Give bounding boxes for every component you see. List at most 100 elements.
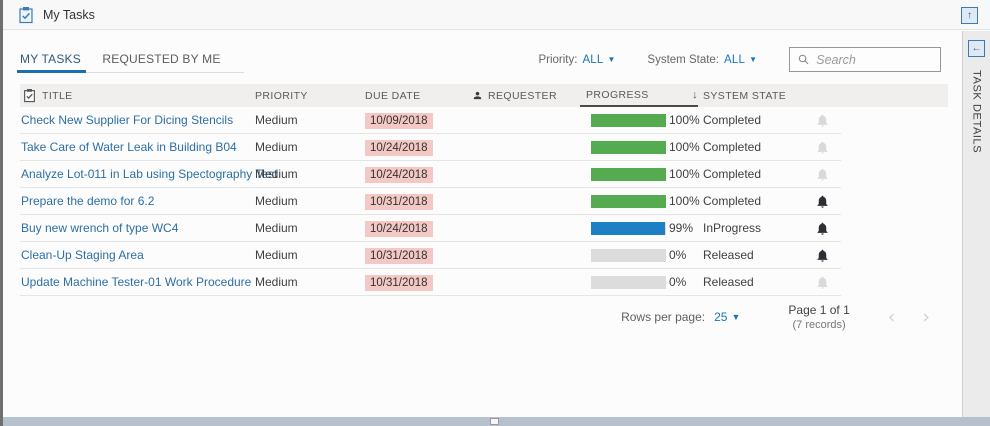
progress-percent: 100% [669, 167, 700, 181]
system-state: Completed [703, 113, 762, 127]
task-priority: Medium [255, 167, 298, 181]
notification-bell-icon[interactable] [815, 113, 830, 128]
table-row[interactable]: Clean-Up Staging Area Medium 10/31/2018 … [20, 242, 841, 269]
system-state: InProgress [703, 221, 762, 235]
table-row[interactable]: Take Care of Water Leak in Building B04 … [20, 134, 841, 161]
notification-bell-icon[interactable] [815, 248, 830, 263]
tab-my-tasks[interactable]: MY TASKS [17, 52, 86, 73]
task-due-date: 10/24/2018 [365, 140, 433, 156]
search-icon [798, 54, 809, 65]
collapse-header-icon[interactable]: ↑ [961, 7, 978, 24]
search-box[interactable] [789, 47, 941, 72]
notification-bell-icon[interactable] [815, 167, 830, 182]
tab-requested-by-me[interactable]: REQUESTED BY ME [102, 52, 221, 66]
task-due-date: 10/24/2018 [365, 221, 433, 237]
system-state: Released [703, 248, 754, 262]
system-state: Completed [703, 140, 762, 154]
column-header-system-state[interactable]: SYSTEM STATE [703, 89, 787, 102]
table-row[interactable]: Update Machine Tester-01 Work Procedure … [20, 269, 841, 296]
task-title-link[interactable]: Take Care of Water Leak in Building B04 [21, 140, 237, 154]
due-date-chip: 10/09/2018 [365, 113, 433, 129]
progress-bar-fill [591, 222, 666, 235]
search-input[interactable] [816, 52, 932, 67]
progress-bar [591, 195, 666, 208]
window-edge [0, 0, 3, 426]
table-header: TITLE PRIORITY DUE DATE REQUESTER PROGRE… [20, 84, 948, 107]
system-state-filter-label: System State: [647, 53, 720, 66]
sort-descending-icon: ↓ [692, 88, 698, 101]
rows-per-page-value: 25 [714, 310, 728, 324]
column-header-due-date[interactable]: DUE DATE [365, 89, 421, 102]
priority-filter-value: ALL [582, 53, 604, 66]
pagination-bar: Rows per page: 25 ▼ Page 1 of 1 (7 recor… [621, 303, 930, 331]
table-row[interactable]: Analyze Lot-011 in Lab using Spectograph… [20, 161, 841, 188]
due-date-chip: 10/31/2018 [365, 194, 433, 210]
rows-per-page-select[interactable]: Rows per page: 25 ▼ [621, 310, 740, 324]
task-title-link[interactable]: Analyze Lot-011 in Lab using Spectograph… [21, 167, 278, 181]
column-header-title[interactable]: TITLE [23, 84, 73, 107]
chevron-down-icon: ▼ [731, 312, 741, 322]
task-title-link[interactable]: Prepare the demo for 6.2 [21, 194, 155, 208]
task-title-link[interactable]: Clean-Up Staging Area [21, 248, 144, 262]
progress-bar-fill [591, 195, 666, 208]
column-header-priority[interactable]: PRIORITY [255, 89, 308, 102]
scrollbar-thumb[interactable] [490, 418, 499, 425]
due-date-chip: 10/31/2018 [365, 248, 433, 264]
horizontal-scrollbar[interactable] [3, 417, 990, 426]
app-header: My Tasks ↑ [3, 0, 990, 30]
system-state: Released [703, 275, 754, 289]
task-due-date: 10/09/2018 [365, 113, 433, 129]
previous-page-icon[interactable]: ‹ [887, 305, 896, 328]
task-priority: Medium [255, 248, 298, 262]
task-priority: Medium [255, 194, 298, 208]
system-state-filter[interactable]: System State: ALL ▼ [647, 54, 757, 66]
progress-bar [591, 168, 666, 181]
notification-bell-icon[interactable] [815, 275, 830, 290]
page-info: Page 1 of 1 (7 records) [788, 303, 849, 331]
due-date-chip: 10/24/2018 [365, 140, 433, 156]
notification-bell-icon[interactable] [815, 140, 830, 155]
progress-percent: 0% [669, 248, 687, 262]
system-state-filter-value: ALL [724, 53, 746, 66]
my-tasks-clipboard-icon [18, 6, 34, 29]
progress-percent: 100% [669, 140, 700, 154]
task-title-link[interactable]: Update Machine Tester-01 Work Procedure [21, 275, 252, 289]
due-date-chip: 10/31/2018 [365, 275, 433, 291]
column-header-requester[interactable]: REQUESTER [472, 84, 557, 107]
page-title: My Tasks [43, 8, 95, 22]
page-label: Page 1 of 1 [788, 303, 850, 317]
progress-bar [591, 249, 666, 262]
task-details-panel-title: TASK DETAILS [970, 70, 983, 154]
progress-bar [591, 114, 666, 127]
pager-arrows: ‹ › [887, 305, 930, 328]
progress-percent: 99% [669, 221, 694, 235]
main-content: MY TASKS REQUESTED BY ME Priority: ALL ▼… [3, 31, 962, 417]
column-header-progress[interactable]: PROGRESS ↓ [580, 84, 698, 107]
progress-bar [591, 222, 666, 235]
task-title-link[interactable]: Check New Supplier For Dicing Stencils [21, 113, 234, 127]
chevron-down-icon: ▼ [607, 55, 616, 64]
rows-per-page-label: Rows per page: [621, 310, 706, 324]
notification-bell-icon[interactable] [815, 194, 830, 209]
progress-bar-fill [591, 168, 666, 181]
priority-filter-label: Priority: [538, 53, 578, 66]
table-row[interactable]: Check New Supplier For Dicing Stencils M… [20, 107, 841, 134]
table-body: Check New Supplier For Dicing Stencils M… [20, 107, 948, 296]
task-details-panel: ← TASK DETAILS [962, 31, 990, 417]
person-icon [473, 91, 482, 100]
expand-panel-icon[interactable]: ← [968, 40, 985, 57]
notification-bell-icon[interactable] [815, 221, 830, 236]
progress-bar-fill [591, 114, 666, 127]
priority-filter[interactable]: Priority: ALL ▼ [538, 54, 615, 66]
clipboard-check-icon [24, 89, 35, 103]
chevron-down-icon: ▼ [749, 55, 757, 64]
table-row[interactable]: Buy new wrench of type WC4 Medium 10/24/… [20, 215, 841, 242]
due-date-chip: 10/24/2018 [365, 221, 433, 237]
next-page-icon[interactable]: › [922, 305, 930, 328]
progress-bar [591, 276, 666, 289]
task-title-link[interactable]: Buy new wrench of type WC4 [21, 221, 179, 235]
task-priority: Medium [255, 140, 298, 154]
task-due-date: 10/24/2018 [365, 167, 433, 183]
filter-bar: Priority: ALL ▼ System State: ALL ▼ [538, 47, 941, 72]
table-row[interactable]: Prepare the demo for 6.2 Medium 10/31/20… [20, 188, 841, 215]
